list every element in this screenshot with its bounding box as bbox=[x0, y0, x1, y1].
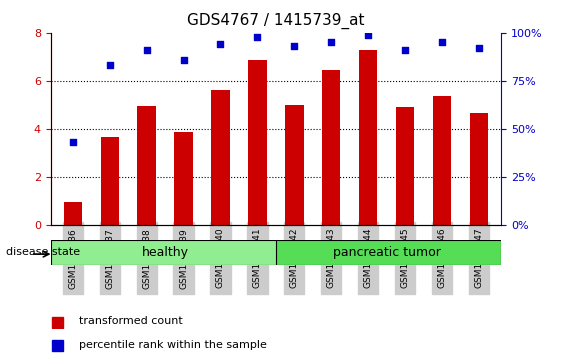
Bar bbox=[276, 240, 501, 265]
Point bbox=[142, 47, 151, 53]
Bar bbox=[433, 97, 451, 225]
Text: healthy: healthy bbox=[142, 246, 189, 259]
Point bbox=[216, 41, 225, 47]
Point bbox=[437, 39, 446, 45]
Bar bbox=[285, 105, 303, 225]
Point bbox=[105, 62, 114, 68]
Point bbox=[364, 32, 373, 37]
Bar bbox=[359, 49, 377, 225]
Bar bbox=[101, 137, 119, 225]
Bar bbox=[175, 132, 193, 225]
Bar bbox=[470, 113, 488, 225]
Text: pancreatic tumor: pancreatic tumor bbox=[333, 246, 441, 259]
Point bbox=[179, 57, 188, 62]
Bar bbox=[211, 90, 230, 225]
Bar bbox=[52, 317, 63, 328]
Bar bbox=[51, 240, 280, 265]
Point bbox=[401, 47, 410, 53]
Text: disease state: disease state bbox=[6, 247, 80, 257]
Point bbox=[68, 139, 77, 145]
Bar bbox=[322, 70, 341, 225]
Bar bbox=[396, 107, 414, 225]
Bar bbox=[52, 340, 63, 351]
Bar bbox=[64, 202, 82, 225]
Title: GDS4767 / 1415739_at: GDS4767 / 1415739_at bbox=[187, 12, 365, 29]
Text: transformed count: transformed count bbox=[79, 316, 182, 326]
Point bbox=[327, 39, 336, 45]
Point bbox=[253, 34, 262, 40]
Text: percentile rank within the sample: percentile rank within the sample bbox=[79, 340, 267, 350]
Point bbox=[290, 43, 299, 49]
Bar bbox=[248, 60, 267, 225]
Point bbox=[475, 45, 484, 51]
Bar bbox=[137, 106, 156, 225]
